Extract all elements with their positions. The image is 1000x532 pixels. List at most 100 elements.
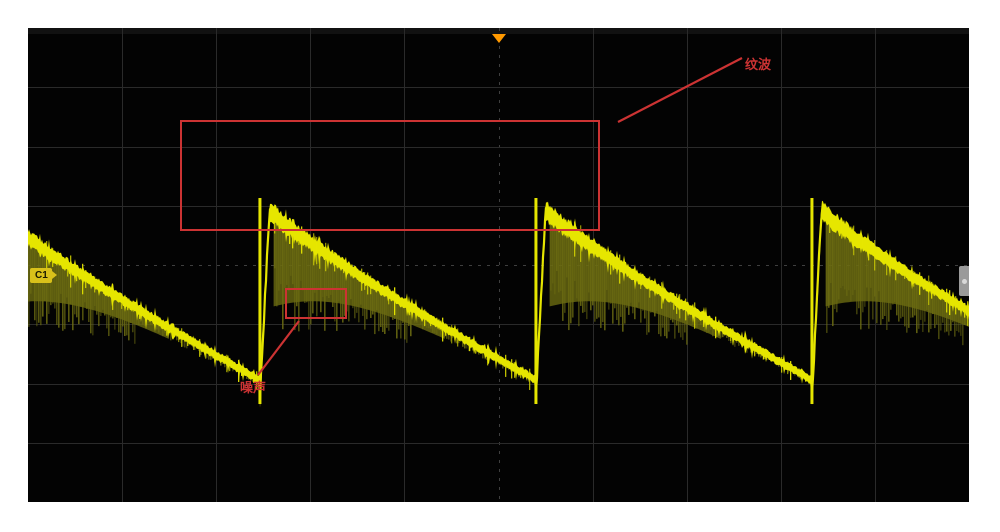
trace-noise-spike: [364, 272, 366, 290]
trace-noise-spike: [337, 256, 339, 269]
persistence-column: [134, 306, 136, 344]
persistence-column: [184, 336, 186, 348]
trace-noise-spike: [70, 255, 72, 288]
trace-noise-spike: [199, 339, 201, 357]
trace-noise-spike: [718, 322, 720, 333]
trace-noise-spike: [904, 266, 906, 279]
trace-noise-spike: [505, 354, 507, 377]
trace-rising-edge: [810, 198, 814, 404]
trace-noise-spike: [451, 324, 453, 344]
trace-noise-spike: [703, 311, 705, 328]
trace-noise-spike: [127, 298, 129, 311]
graticule-line-horizontal: [28, 324, 969, 325]
trace-noise-spike: [103, 284, 105, 295]
trace-noise-spike: [574, 221, 576, 257]
trace-noise-spike: [205, 343, 207, 359]
trace-noise-spike: [958, 301, 960, 309]
oscilloscope-screen[interactable]: C1: [28, 28, 969, 502]
trace-noise-spike: [409, 301, 411, 316]
trace-noise-spike: [46, 241, 48, 269]
trace-noise-spike: [445, 323, 447, 336]
trace-noise-spike: [676, 293, 678, 314]
trace-noise-spike: [679, 294, 681, 319]
trace-noise-spike: [685, 298, 687, 321]
trace-noise-spike: [316, 237, 318, 265]
graticule-line-horizontal: [28, 87, 969, 88]
graticule-line-horizontal: [28, 206, 969, 207]
trace-noise-spike: [829, 208, 831, 233]
graticule-line-horizontal: [28, 443, 969, 444]
trace-noise-spike: [193, 337, 195, 350]
persistence-column: [456, 334, 458, 344]
trace-noise-spike: [754, 342, 756, 357]
trace-noise-spike: [178, 328, 180, 343]
trace-noise-spike: [739, 335, 741, 343]
trace-noise-spike: [826, 211, 828, 221]
persistence-column: [762, 351, 764, 360]
graticule-center-horizontal: [28, 265, 969, 266]
trace-noise-spike: [931, 281, 933, 299]
trace-noise-spike: [967, 301, 969, 326]
trace-noise-spike: [94, 276, 96, 293]
trace-noise-spike: [649, 276, 651, 298]
trace-noise-spike: [76, 264, 78, 282]
trace-noise-spike: [202, 344, 204, 352]
trace-noise-spike: [241, 365, 243, 376]
trace-noise-spike: [226, 354, 228, 373]
trace-noise-spike: [247, 370, 249, 377]
channel-c1-badge[interactable]: C1: [30, 268, 57, 283]
persistence-column: [738, 337, 740, 346]
trace-noise-spike: [919, 272, 921, 295]
trace-noise-spike: [964, 302, 966, 318]
graticule-line-horizontal: [28, 384, 969, 385]
trace-noise-spike: [319, 237, 321, 269]
trace-noise-spike: [619, 254, 621, 284]
trace-noise-spike: [763, 348, 765, 360]
trace-noise-spike: [40, 243, 42, 252]
trace-noise-spike: [886, 249, 888, 276]
persistence-column: [406, 304, 408, 343]
trace-noise-spike: [49, 249, 51, 260]
trace-noise-spike: [313, 233, 315, 266]
trace-noise-spike: [610, 250, 612, 275]
trace-noise-spike: [901, 265, 903, 275]
trace-noise-spike: [52, 248, 54, 267]
trace-noise-spike: [715, 316, 717, 339]
trace-noise-spike: [256, 371, 258, 390]
trace-noise-spike: [181, 328, 183, 347]
trace-noise-spike: [658, 287, 660, 294]
trace-noise-spike: [397, 296, 399, 304]
trace-noise-spike: [298, 227, 300, 246]
trace-noise-spike: [370, 275, 372, 295]
trace-noise-spike: [85, 270, 87, 289]
trace-noise-spike: [787, 361, 789, 375]
trace-noise-spike: [430, 314, 432, 327]
trace-noise-spike: [790, 361, 792, 380]
trace-rising-edge: [534, 198, 538, 404]
trace-noise-spike: [694, 302, 696, 329]
waveform-main-trace: [28, 198, 969, 408]
right-edge-offset-handle[interactable]: [959, 266, 969, 296]
persistence-column: [962, 306, 964, 346]
persistence-column: [170, 328, 172, 341]
persistence-column: [186, 337, 188, 349]
trace-noise-spike: [859, 237, 861, 247]
trace-noise-spike: [310, 239, 312, 248]
persistence-column: [734, 335, 736, 347]
trace-noise-spike: [487, 345, 489, 366]
trace-noise-spike: [661, 282, 663, 309]
trace-noise-spike: [805, 373, 807, 382]
trace-noise-spike: [895, 256, 897, 281]
trace-noise-spike: [151, 314, 153, 321]
trace-noise-spike: [607, 251, 609, 267]
trace-noise-spike: [184, 333, 186, 342]
trace-noise-spike: [292, 219, 294, 249]
trace-noise-spike: [121, 293, 123, 309]
trace-noise-spike: [634, 270, 636, 282]
trace-noise-spike: [949, 290, 951, 316]
trigger-position-marker-icon[interactable]: [491, 34, 506, 43]
trace-noise-spike: [394, 287, 396, 316]
trace-noise-spike: [511, 359, 513, 379]
trace-noise-spike: [862, 239, 864, 248]
